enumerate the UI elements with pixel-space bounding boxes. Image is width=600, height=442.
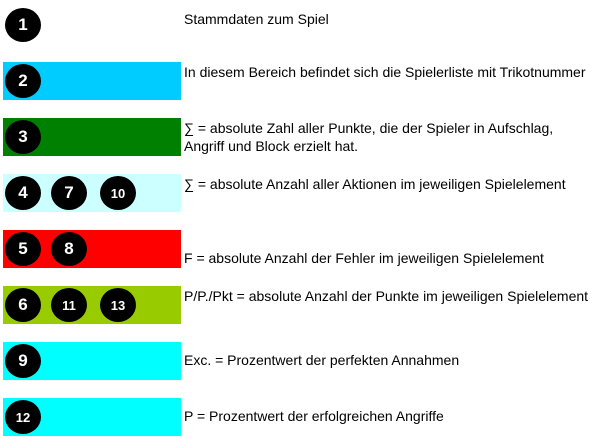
legend-description: F = absolute Anzahl der Fehler im jeweil… — [184, 250, 544, 266]
legend-description: Stammdaten zum Spiel — [184, 11, 329, 27]
legend-description: ∑ = absolute Anzahl aller Aktionen im je… — [184, 176, 566, 192]
number-badge: 4 — [5, 176, 41, 210]
legend-description: ∑ = absolute Zahl aller Punkte, die der … — [184, 120, 554, 154]
number-badge: 2 — [5, 64, 41, 98]
number-badge: 10 — [100, 176, 136, 210]
number-badge: 12 — [5, 400, 41, 434]
number-badge: 9 — [5, 344, 41, 378]
legend-row: 4 7 10 ∑ = absolute Anzahl aller Aktionen i… — [0, 174, 600, 212]
number-badge: 13 — [100, 288, 136, 322]
legend-row: 12 P = Prozentwert der erfolgreichen Angr… — [0, 398, 600, 436]
legend-row: 9 Exc. = Prozentwert der perfekten Annahm… — [0, 342, 600, 380]
legend-description: Exc. = Prozentwert der perfekten Annahme… — [184, 352, 460, 368]
legend-row: 6 11 13 P/P./Pkt = absolute Anzahl der Punk… — [0, 286, 600, 324]
number-badge: 1 — [5, 8, 41, 42]
number-badge: 11 — [51, 288, 87, 322]
legend-row: 2 In diesem Bereich befindet sich die Spi… — [0, 62, 600, 100]
legend-row: 1 Stammdaten zum Spiel — [0, 6, 600, 44]
number-badge: 5 — [5, 232, 41, 266]
number-badge: 3 — [5, 120, 41, 154]
number-badge: 8 — [51, 232, 87, 266]
legend-row: 3 ∑ = absolute Zahl aller Punkte, die der… — [0, 118, 600, 156]
legend-description: P/P./Pkt = absolute Anzahl der Punkte im… — [184, 288, 589, 304]
legend-description: In diesem Bereich befindet sich die Spie… — [184, 64, 586, 80]
number-badge: 7 — [51, 176, 87, 210]
number-badge: 6 — [5, 288, 41, 322]
legend-description: P = Prozentwert der erfolgreichen Angrif… — [184, 408, 444, 424]
